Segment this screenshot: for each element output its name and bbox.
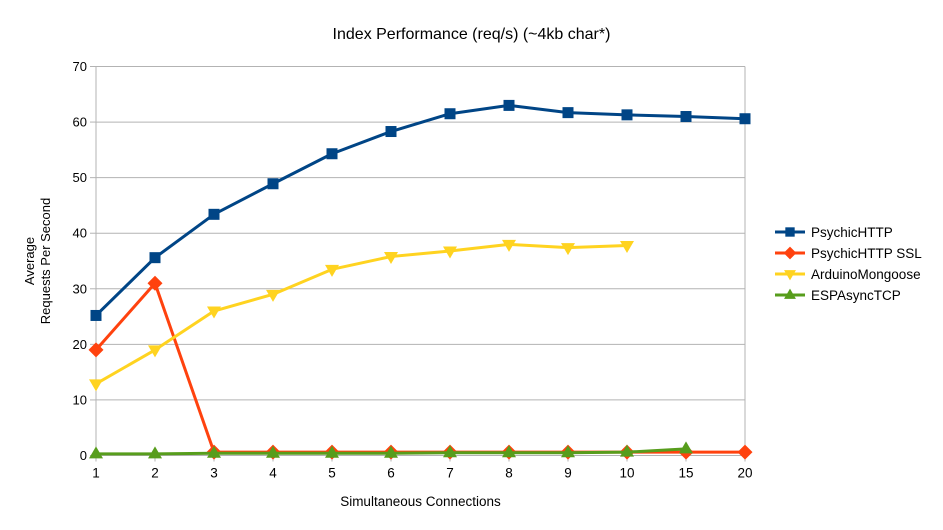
x-tick-label: 9 (564, 466, 572, 481)
triangle-up-marker-icon (266, 445, 280, 458)
series-line (94, 281, 745, 454)
square-marker-icon (90, 309, 102, 321)
square-marker-icon (267, 178, 279, 190)
legend: PsychicHTTP PsychicHTTP SSL ArduinoMongoos… (775, 224, 922, 303)
y-tick-label: 60 (73, 115, 87, 130)
triangle-up-marker-icon (502, 445, 516, 458)
series-line (94, 103, 746, 317)
triangle-up-marker-icon (384, 445, 398, 458)
y-tick-label: 70 (73, 59, 87, 74)
legend-key-icon (775, 288, 805, 299)
y-tick-label: 40 (73, 226, 87, 241)
diamond-marker-icon (88, 342, 104, 358)
triangle-up-marker-icon (679, 441, 693, 454)
square-marker-icon (562, 107, 574, 119)
square-marker-icon (385, 126, 397, 138)
series-line (95, 242, 628, 386)
x-tick-label: 20 (737, 466, 752, 481)
square-marker-icon (326, 148, 338, 160)
x-tick-label: 7 (446, 466, 454, 481)
triangle-down-marker-icon (561, 243, 575, 256)
legend-item: ESPAsyncTCP (775, 287, 922, 303)
square-marker-icon (444, 108, 456, 120)
x-tick-label: 4 (269, 466, 277, 481)
y-tick-label: 50 (73, 170, 87, 185)
legend-label: ArduinoMongoose (811, 266, 921, 282)
triangle-down-marker-icon (502, 239, 516, 252)
diamond-marker-icon (783, 246, 797, 260)
legend-key-icon (775, 270, 805, 281)
triangle-up-marker-icon (443, 445, 457, 458)
triangle-down-marker-icon (148, 345, 162, 358)
triangle-up-marker-icon (207, 445, 221, 458)
legend-label: PsychicHTTP (811, 224, 893, 240)
triangle-down-marker-icon (325, 264, 339, 277)
square-marker-icon (149, 252, 161, 264)
triangle-down-marker-icon (207, 306, 221, 319)
y-tick-label: 10 (73, 392, 87, 407)
square-marker-icon (621, 109, 633, 121)
square-marker-icon (503, 99, 515, 111)
legend-item: ArduinoMongoose (775, 266, 922, 282)
x-tick-label: 2 (151, 466, 159, 481)
triangle-down-marker-icon (384, 252, 398, 265)
legend-item: PsychicHTTP SSL (775, 245, 922, 261)
x-tick-label: 6 (387, 466, 395, 481)
x-tick-label: 1 (92, 466, 100, 481)
square-marker-icon (208, 208, 220, 220)
triangle-down-marker-icon (784, 270, 796, 281)
triangle-down-marker-icon (620, 240, 634, 253)
triangle-up-marker-icon (561, 445, 575, 458)
legend-item: PsychicHTTP (775, 224, 922, 240)
legend-label: PsychicHTTP SSL (811, 245, 922, 261)
x-axis-title: Simultaneous Connections (340, 494, 501, 509)
square-marker-icon (680, 111, 692, 123)
x-tick-label: 5 (328, 466, 336, 481)
square-marker-icon (785, 227, 795, 237)
diamond-marker-icon (737, 444, 753, 460)
triangle-up-marker-icon (325, 445, 339, 458)
legend-label: ESPAsyncTCP (811, 287, 901, 303)
square-marker-icon (739, 113, 751, 125)
triangle-down-marker-icon (266, 289, 280, 302)
diamond-marker-icon (147, 275, 163, 291)
triangle-up-marker-icon (620, 444, 634, 457)
x-tick-label: 15 (678, 466, 693, 481)
y-tick-label: 30 (73, 281, 87, 296)
x-tick-label: 8 (505, 466, 513, 481)
chart-title: Index Performance (req/s) (~4kb char*) (332, 26, 611, 43)
legend-key-icon (775, 227, 805, 237)
triangle-up-marker-icon (148, 446, 162, 459)
x-tick-label: 10 (619, 466, 634, 481)
triangle-down-marker-icon (443, 246, 457, 259)
triangle-down-marker-icon (89, 379, 103, 392)
triangle-up-marker-icon (89, 446, 103, 459)
x-tick-label: 3 (210, 466, 218, 481)
y-tick-label: 0 (80, 448, 87, 463)
legend-key-icon (775, 246, 805, 260)
y-tick-label: 20 (73, 337, 87, 352)
triangle-up-marker-icon (784, 288, 796, 299)
